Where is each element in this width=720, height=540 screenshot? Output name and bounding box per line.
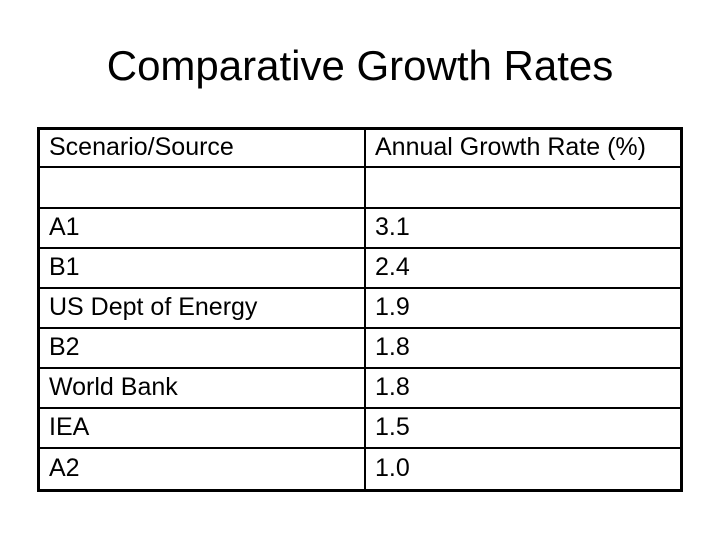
table-cell-scenario: World Bank (40, 369, 366, 409)
table-header-rate: Annual Growth Rate (%) (366, 130, 680, 168)
table-cell-rate: 1.8 (366, 369, 680, 409)
table-header-scenario: Scenario/Source (40, 130, 366, 168)
table-cell-rate: 1.9 (366, 289, 680, 329)
growth-rates-table: Scenario/Source Annual Growth Rate (%) A… (37, 127, 683, 492)
table-cell-rate: 1.8 (366, 329, 680, 369)
table-cell-scenario: A2 (40, 449, 366, 489)
table-cell-scenario: B2 (40, 329, 366, 369)
table-empty-cell-scenario (40, 168, 366, 209)
table-cell-rate: 2.4 (366, 249, 680, 289)
table-empty-cell-rate (366, 168, 680, 209)
table-cell-scenario: US Dept of Energy (40, 289, 366, 329)
table-cell-scenario: A1 (40, 209, 366, 249)
table-cell-scenario: IEA (40, 409, 366, 449)
slide-title: Comparative Growth Rates (106, 42, 614, 89)
table-cell-scenario: B1 (40, 249, 366, 289)
table-cell-rate: 3.1 (366, 209, 680, 249)
table-cell-rate: 1.5 (366, 409, 680, 449)
table-cell-rate: 1.0 (375, 454, 410, 483)
